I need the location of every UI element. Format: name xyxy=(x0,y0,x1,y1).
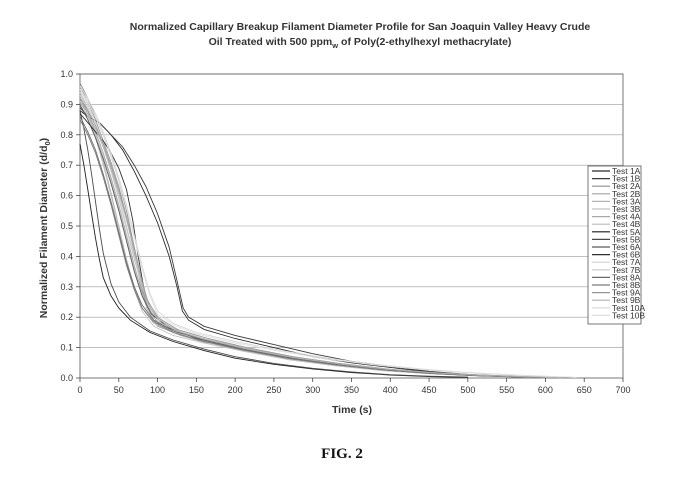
y-tick-label: 0.8 xyxy=(60,130,73,140)
x-tick-label: 650 xyxy=(577,385,592,395)
y-tick-label: 0.9 xyxy=(60,99,73,109)
figure-label: FIG. 2 xyxy=(321,446,363,462)
legend-entry: Test 5A xyxy=(612,227,641,237)
legend-entry: Test 3B xyxy=(612,204,641,214)
series-line-test-2b xyxy=(79,85,530,378)
x-tick-label: 150 xyxy=(189,385,204,395)
y-axis-ticks: 0.0 0.1 0.2 0.3 0.4 0.5 0.6 0.7 0.8 0.9 1.0 xyxy=(60,69,80,383)
y-tick-label: 0.1 xyxy=(60,343,73,353)
x-tick-label: 550 xyxy=(499,385,514,395)
series-line-test-3b xyxy=(79,95,523,378)
legend-entry: Test 9B xyxy=(612,295,641,305)
y-axis-label-part-b: ) xyxy=(38,138,50,142)
x-tick-label: 100 xyxy=(150,385,165,395)
series-line-test-6b xyxy=(79,113,530,378)
x-tick-label: 700 xyxy=(615,385,630,395)
x-axis-ticks: 0 50 100 150 200 250 300 350 400 450 500 550 600 650 7… xyxy=(77,378,631,395)
series-lines xyxy=(79,82,577,378)
series-line-test-10a xyxy=(79,85,577,378)
y-tick-label: 0.6 xyxy=(60,191,73,201)
series-line-test-9a xyxy=(79,98,561,378)
series-line-test-2a xyxy=(79,82,530,378)
y-tick-label: 0.5 xyxy=(60,221,73,231)
legend-entry: Test 2A xyxy=(612,181,641,191)
x-tick-label: 200 xyxy=(228,385,243,395)
x-tick-label: 500 xyxy=(460,385,475,395)
y-tick-label: 0.3 xyxy=(60,282,73,292)
y-tick-label: 0.0 xyxy=(60,373,73,383)
legend-entry: Test 6A xyxy=(612,242,641,252)
series-line-test-8b xyxy=(79,119,523,378)
legend-entry: Test 10B xyxy=(612,310,645,320)
legend-entry: Test 4A xyxy=(612,212,641,222)
legend-entry: Test 7B xyxy=(612,265,641,275)
legend-entry: Test 9A xyxy=(612,288,641,298)
legend-entry: Test 5B xyxy=(612,234,641,244)
series-line-test-1a xyxy=(79,110,546,378)
x-tick-label: 350 xyxy=(344,385,359,395)
x-tick-label: 600 xyxy=(538,385,553,395)
legend-entry: Test 6B xyxy=(612,250,641,260)
chart-title-part-a: Oil Treated with 500 ppm xyxy=(209,36,333,48)
series-line-test-7a xyxy=(79,88,530,378)
legend-entry: Test 7A xyxy=(612,257,641,267)
legend-entry: Test 1A xyxy=(612,166,641,176)
y-tick-label: 1.0 xyxy=(60,69,73,79)
y-axis-label-part-a: Normalized Filament Diameter (d/d xyxy=(38,145,50,318)
series-line-test-4b xyxy=(79,101,554,378)
y-axis-label: Normalized Filament Diameter (d/d0) xyxy=(38,138,52,318)
series-line-test-4a xyxy=(79,98,554,378)
chart-title-line-2: Oil Treated with 500 ppmw of Poly(2-ethy… xyxy=(209,36,512,50)
line-chart: Normalized Capillary Breakup Filament Di… xyxy=(38,21,645,416)
x-tick-label: 250 xyxy=(266,385,281,395)
legend-entry: Test 3A xyxy=(612,196,641,206)
y-tick-label: 0.2 xyxy=(60,312,73,322)
x-tick-label: 0 xyxy=(77,385,82,395)
x-axis-label: Time (s) xyxy=(332,404,372,416)
series-line-test-5a xyxy=(79,143,468,378)
y-tick-label: 0.7 xyxy=(60,160,73,170)
series-line-test-5b xyxy=(79,110,468,378)
series-line-test-8a xyxy=(79,116,523,378)
legend-entry: Test 1B xyxy=(612,174,641,184)
chart-title-part-b: of Poly(2-ethylhexyl methacrylate) xyxy=(338,36,511,48)
series-line-test-6a xyxy=(79,104,515,378)
legend-entry: Test 2B xyxy=(612,189,641,199)
legend-entry: Test 10A xyxy=(612,303,645,313)
series-line-test-9b xyxy=(79,101,561,378)
x-tick-label: 400 xyxy=(383,385,398,395)
legend-entry: Test 8A xyxy=(612,272,641,282)
chart-title-line-1: Normalized Capillary Breakup Filament Di… xyxy=(130,21,591,33)
y-tick-label: 0.4 xyxy=(60,251,73,261)
x-tick-label: 300 xyxy=(305,385,320,395)
chart-title-subscript: w xyxy=(331,41,338,50)
x-tick-label: 50 xyxy=(114,385,124,395)
x-tick-label: 450 xyxy=(422,385,437,395)
legend-entry: Test 8B xyxy=(612,280,641,290)
gridlines xyxy=(80,73,623,348)
legend-box xyxy=(587,165,642,325)
legend-entry: Test 4B xyxy=(612,219,641,229)
series-line-test-1b xyxy=(79,107,546,378)
series-line-test-10b xyxy=(79,88,577,378)
y-axis-label-subscript: 0 xyxy=(43,141,52,145)
